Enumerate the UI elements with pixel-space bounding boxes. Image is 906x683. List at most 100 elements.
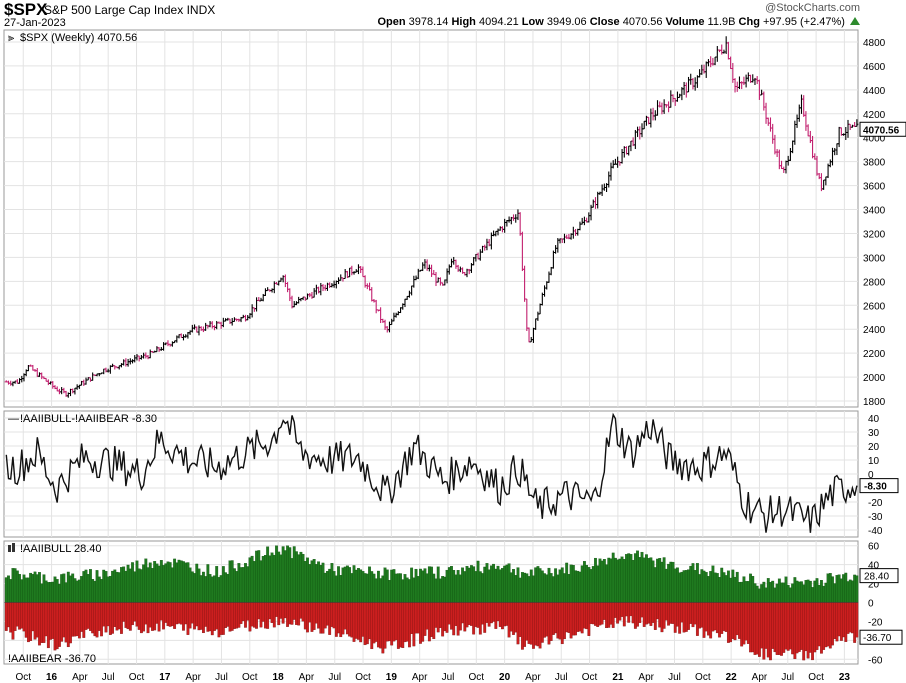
open-label: Open	[377, 16, 406, 28]
ohlc-legend-icon: ⫸	[8, 32, 14, 44]
symbol-title: $SPX	[4, 0, 48, 19]
spread-line	[5, 412, 858, 533]
bull-legend-icon-2	[12, 543, 15, 552]
x-axis-label-17: 20	[499, 672, 511, 683]
price-tick-1: 2000	[863, 373, 886, 384]
price-last-badge-box	[859, 121, 906, 137]
index-name-text: S&P 500 Large Cap Index	[44, 3, 184, 17]
spread-last-value: -8.30	[864, 482, 887, 493]
spread-tick-1: 30	[868, 428, 880, 439]
spread-legend-icon: —	[8, 413, 19, 425]
close-value: 4070.56	[622, 16, 663, 28]
spread-tick-3: 10	[868, 456, 880, 467]
price-tick-6: 3000	[863, 253, 886, 264]
volume-label: Volume	[665, 16, 705, 28]
price-tick-3: 2400	[863, 325, 886, 336]
exchange-label: INDX	[186, 3, 216, 17]
price-tick-14: 4600	[863, 62, 886, 73]
price-tick-12: 4200	[863, 110, 886, 121]
chart-date: 27-Jan-2023	[4, 17, 66, 29]
volume-value: 11.9B	[707, 16, 736, 28]
x-axis-label-19: Jul	[555, 672, 568, 683]
panel-frame-1	[3, 29, 859, 408]
x-axis-label-11: Jul	[328, 672, 341, 683]
x-axis-label-22: Apr	[638, 672, 654, 683]
x-axis-label-7: Jul	[215, 672, 228, 683]
bars-tick-0: 60	[868, 542, 880, 553]
x-axis-label-21: 21	[612, 672, 624, 683]
price-tick-7: 3200	[863, 229, 886, 240]
bars-tick-6: -60	[868, 655, 883, 666]
bear-bar-384	[855, 602, 859, 638]
price-last-value: 4070.56	[863, 125, 900, 136]
bear-last-badge-box	[859, 629, 903, 645]
bull-last-badge-box	[859, 568, 899, 584]
up-arrow-icon	[850, 17, 860, 25]
price-tick-5: 2800	[863, 277, 886, 288]
bull-legend: !AAIIBULL 28.40	[20, 543, 102, 555]
open-value: 3978.14	[408, 16, 449, 28]
bull-legend-icon	[8, 545, 11, 552]
chart-header: $SPX S&P 500 Large Cap Index INDX 27-Jan…	[0, 0, 906, 30]
spread-legend: !AAIIBULL-!AAIIBEAR -8.30	[20, 413, 157, 425]
price-tick-15: 4800	[863, 38, 886, 49]
x-axis-label-18: Apr	[525, 672, 541, 683]
copyright-label[interactable]: @StockCharts.com	[765, 2, 860, 14]
x-axis-label-5: 17	[159, 672, 171, 683]
x-axis-label-0: Oct	[15, 672, 31, 683]
spread-tick-8: -40	[868, 526, 883, 537]
price-tick-2: 2200	[863, 349, 886, 360]
x-axis-label-4: Oct	[129, 672, 145, 683]
price-tick-10: 3800	[863, 158, 886, 169]
chg-value: +97.95 (+2.47%)	[762, 16, 845, 28]
bull-last-value: 28.40	[864, 572, 889, 583]
price-tick-13: 4400	[863, 86, 886, 97]
price-tick-8: 3400	[863, 206, 886, 217]
index-name: S&P 500 Large Cap Index INDX	[44, 3, 215, 17]
x-axis-label-16: Oct	[469, 672, 485, 683]
close-label: Close	[589, 16, 620, 28]
x-axis-label-29: 23	[839, 672, 851, 683]
x-axis-label-13: 19	[386, 672, 398, 683]
spread-tick-6: -20	[868, 498, 883, 509]
x-axis-label-20: Oct	[582, 672, 598, 683]
bull-bar-384	[855, 575, 859, 603]
price-legend: $SPX (Weekly) 4070.56	[20, 32, 137, 44]
chg-label: Chg	[738, 16, 760, 28]
high-label: High	[451, 16, 476, 28]
price-tick-4: 2600	[863, 301, 886, 312]
bars-tick-3: 0	[868, 599, 874, 610]
x-axis-label-12: Oct	[355, 672, 371, 683]
x-axis-label-26: Apr	[752, 672, 768, 683]
x-axis-label-27: Jul	[781, 672, 794, 683]
x-axis-label-10: Apr	[299, 672, 315, 683]
high-value: 4094.21	[478, 16, 519, 28]
x-axis-label-9: 18	[273, 672, 285, 683]
x-axis-label-24: Oct	[695, 672, 711, 683]
x-axis-label-3: Jul	[102, 672, 115, 683]
bars-tick-1: 40	[868, 561, 880, 572]
low-label: Low	[521, 16, 544, 28]
ohlc-readout: Open 3978.14 High 4094.21 Low 3949.06 Cl…	[377, 16, 860, 28]
low-value: 3949.06	[546, 16, 587, 28]
x-axis-label-15: Jul	[442, 672, 455, 683]
x-axis-label-25: 22	[726, 672, 738, 683]
x-axis-label-1: 16	[46, 672, 58, 683]
bear-legend: !AAIIBEAR -36.70	[8, 653, 96, 665]
bars-tick-4: -20	[868, 617, 883, 628]
bars-tick-2: 20	[868, 580, 880, 591]
x-axis-label-28: Oct	[808, 672, 824, 683]
spread-tick-7: -30	[868, 512, 883, 523]
x-axis-label-6: Apr	[185, 672, 201, 683]
bear-last-value: -36.70	[863, 633, 892, 644]
x-axis-label-14: Apr	[412, 672, 428, 683]
x-axis-label-2: Apr	[72, 672, 88, 683]
spread-tick-2: 20	[868, 442, 880, 453]
x-axis-label-8: Oct	[242, 672, 258, 683]
spread-tick-0: 40	[868, 414, 880, 425]
spread-tick-4: 0	[868, 470, 874, 481]
price-tick-11: 4000	[863, 134, 886, 145]
price-tick-0: 1800	[863, 397, 886, 408]
x-axis-label-23: Jul	[668, 672, 681, 683]
